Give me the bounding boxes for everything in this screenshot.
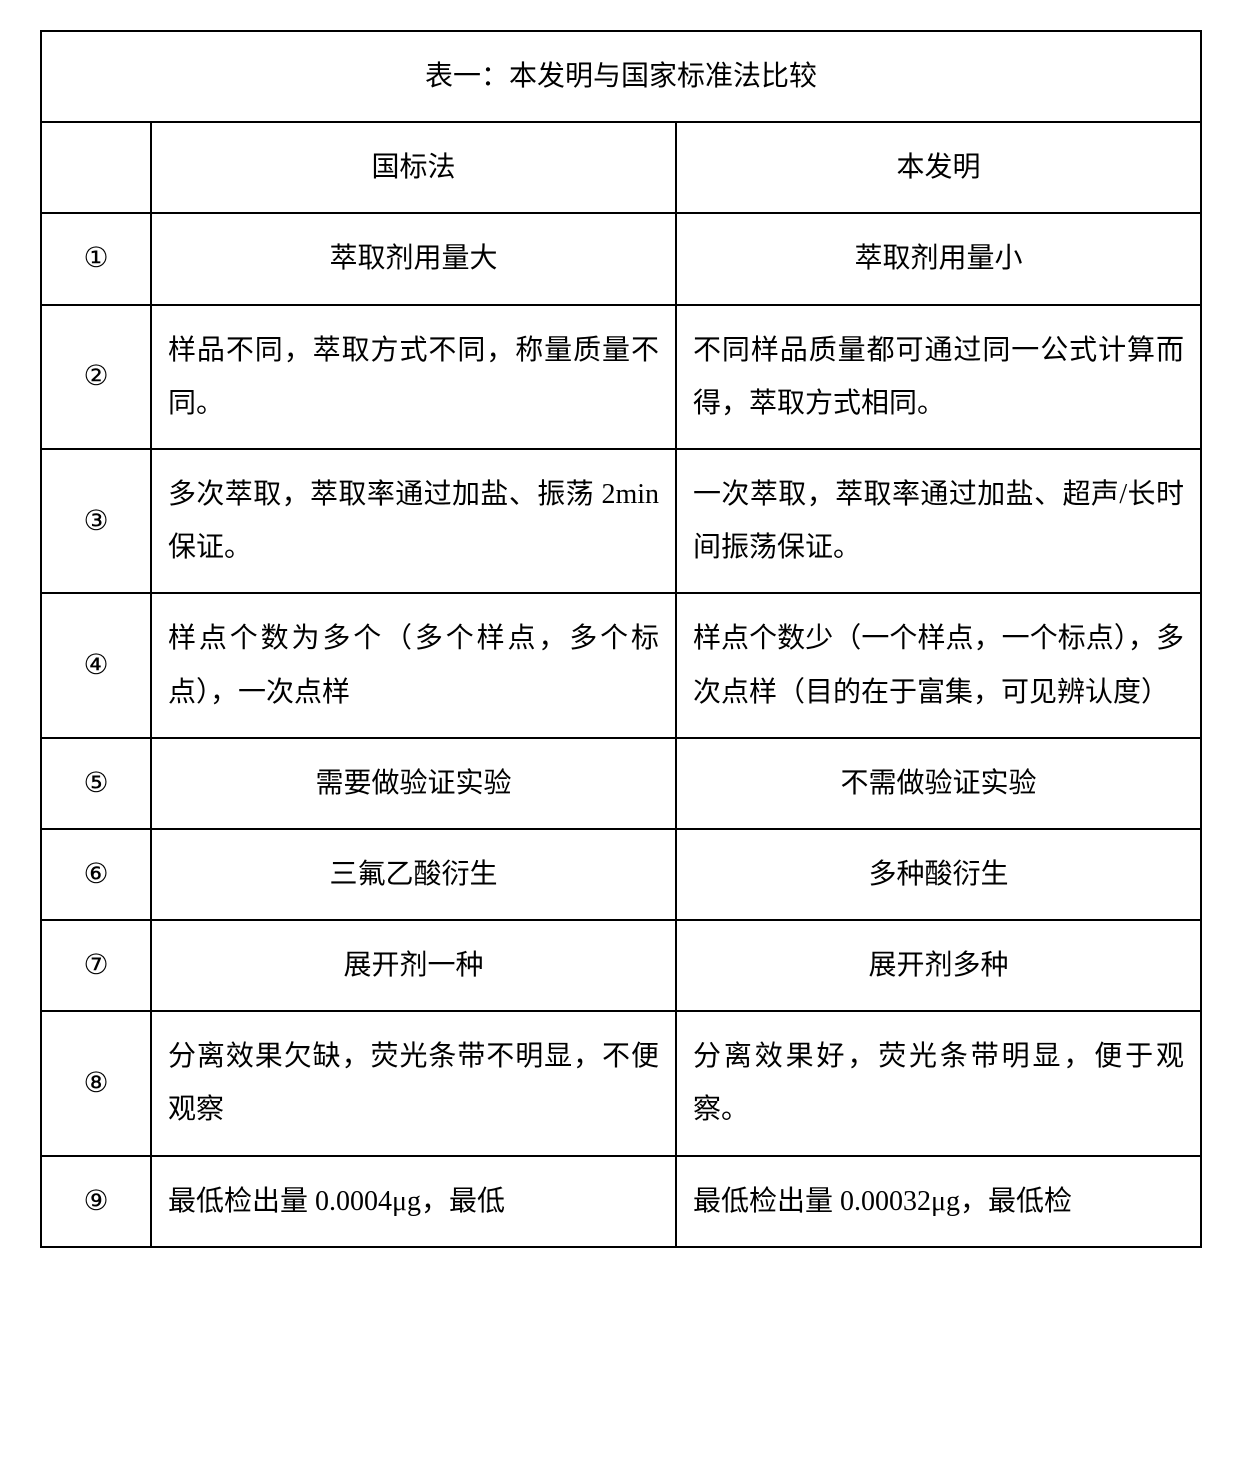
cell-invention: 展开剂多种 (676, 920, 1201, 1011)
row-index: ⑨ (41, 1156, 151, 1247)
table-caption: 表一：本发明与国家标准法比较 (41, 31, 1201, 122)
cell-invention: 样点个数少（一个样点，一个标点），多次点样（目的在于富集，可见辨认度） (676, 593, 1201, 737)
cell-national-standard: 多次萃取，萃取率通过加盐、振荡 2min 保证。 (151, 449, 676, 593)
row-index: ① (41, 213, 151, 304)
cell-invention: 萃取剂用量小 (676, 213, 1201, 304)
table-caption-row: 表一：本发明与国家标准法比较 (41, 31, 1201, 122)
table-row: ①萃取剂用量大萃取剂用量小 (41, 213, 1201, 304)
cell-invention: 不需做验证实验 (676, 738, 1201, 829)
cell-national-standard: 分离效果欠缺，荧光条带不明显，不便观察 (151, 1011, 676, 1155)
cell-national-standard: 需要做验证实验 (151, 738, 676, 829)
cell-national-standard: 样点个数为多个（多个样点，多个标点），一次点样 (151, 593, 676, 737)
cell-invention: 分离效果好，荧光条带明显，便于观察。 (676, 1011, 1201, 1155)
table-row: ④样点个数为多个（多个样点，多个标点），一次点样样点个数少（一个样点，一个标点）… (41, 593, 1201, 737)
row-index: ② (41, 305, 151, 449)
cell-national-standard: 三氟乙酸衍生 (151, 829, 676, 920)
row-index: ⑤ (41, 738, 151, 829)
comparison-table: 表一：本发明与国家标准法比较 国标法 本发明 ①萃取剂用量大萃取剂用量小②样品不… (40, 30, 1202, 1248)
row-index: ④ (41, 593, 151, 737)
cell-invention: 多种酸衍生 (676, 829, 1201, 920)
cell-national-standard: 展开剂一种 (151, 920, 676, 1011)
row-index: ⑧ (41, 1011, 151, 1155)
header-col-b: 本发明 (676, 122, 1201, 213)
table-row: ⑥三氟乙酸衍生多种酸衍生 (41, 829, 1201, 920)
table-row: ⑤需要做验证实验不需做验证实验 (41, 738, 1201, 829)
row-index: ③ (41, 449, 151, 593)
header-index (41, 122, 151, 213)
cell-invention: 不同样品质量都可通过同一公式计算而得，萃取方式相同。 (676, 305, 1201, 449)
header-col-a: 国标法 (151, 122, 676, 213)
cell-invention: 一次萃取，萃取率通过加盐、超声/长时间振荡保证。 (676, 449, 1201, 593)
table-row: ②样品不同，萃取方式不同，称量质量不同。不同样品质量都可通过同一公式计算而得，萃… (41, 305, 1201, 449)
row-index: ⑥ (41, 829, 151, 920)
table-row: ⑨最低检出量 0.0004μg，最低最低检出量 0.00032μg，最低检 (41, 1156, 1201, 1247)
table-row: ⑧分离效果欠缺，荧光条带不明显，不便观察分离效果好，荧光条带明显，便于观察。 (41, 1011, 1201, 1155)
cell-national-standard: 最低检出量 0.0004μg，最低 (151, 1156, 676, 1247)
cell-national-standard: 样品不同，萃取方式不同，称量质量不同。 (151, 305, 676, 449)
row-index: ⑦ (41, 920, 151, 1011)
table-row: ⑦展开剂一种展开剂多种 (41, 920, 1201, 1011)
table-row: ③多次萃取，萃取率通过加盐、振荡 2min 保证。一次萃取，萃取率通过加盐、超声… (41, 449, 1201, 593)
cell-invention: 最低检出量 0.00032μg，最低检 (676, 1156, 1201, 1247)
cell-national-standard: 萃取剂用量大 (151, 213, 676, 304)
table-header-row: 国标法 本发明 (41, 122, 1201, 213)
